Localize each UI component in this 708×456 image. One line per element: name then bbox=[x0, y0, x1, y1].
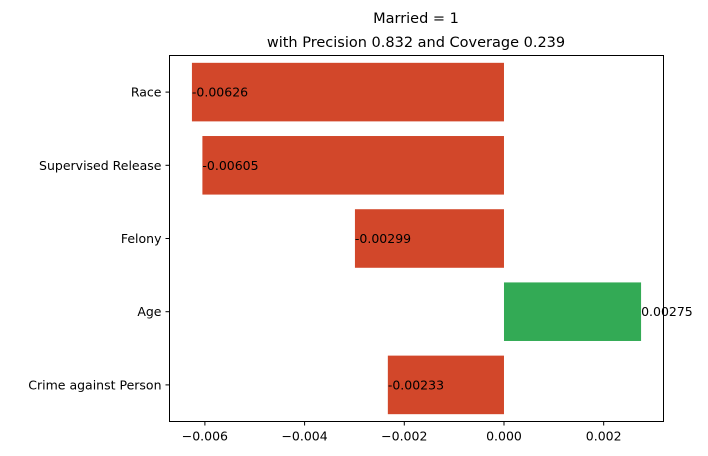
chart-subtitle: with Precision 0.832 and Coverage 0.239 bbox=[267, 35, 565, 51]
bars-group bbox=[191, 62, 642, 415]
value-labels-group: -0.00626 -0.00605 -0.00299 0.00275 -0.00233 bbox=[192, 85, 693, 393]
y-tick-label-0: Race bbox=[131, 85, 162, 100]
value-label-0: -0.00626 bbox=[192, 85, 248, 100]
value-label-3: 0.00275 bbox=[641, 304, 693, 319]
bar-0 bbox=[191, 62, 504, 122]
y-tick-label-1: Supervised Release bbox=[39, 158, 162, 173]
y-tick-label-3: Age bbox=[137, 304, 161, 319]
value-label-1: -0.00605 bbox=[202, 158, 258, 173]
y-axis: Race Supervised Release Felony Age Crime aga… bbox=[28, 85, 170, 392]
x-tick-label-2: −0.002 bbox=[381, 429, 427, 444]
y-tick-label-4: Crime against Person bbox=[28, 377, 161, 392]
x-tick-label-0: −0.006 bbox=[182, 429, 228, 444]
x-tick-label-1: −0.004 bbox=[281, 429, 327, 444]
y-tick-label-2: Felony bbox=[121, 231, 162, 246]
bar-4 bbox=[387, 355, 504, 415]
bar-2 bbox=[354, 209, 504, 268]
x-tick-label-3: 0.000 bbox=[486, 429, 522, 444]
x-tick-label-4: 0.002 bbox=[586, 429, 622, 444]
chart-title: Married = 1 bbox=[373, 11, 459, 27]
x-axis: −0.006 −0.004 −0.002 0.000 0.002 bbox=[182, 421, 622, 444]
bar-1 bbox=[202, 136, 504, 195]
value-label-4: -0.00233 bbox=[388, 377, 444, 392]
bar-3 bbox=[503, 282, 642, 341]
value-label-2: -0.00299 bbox=[355, 231, 411, 246]
